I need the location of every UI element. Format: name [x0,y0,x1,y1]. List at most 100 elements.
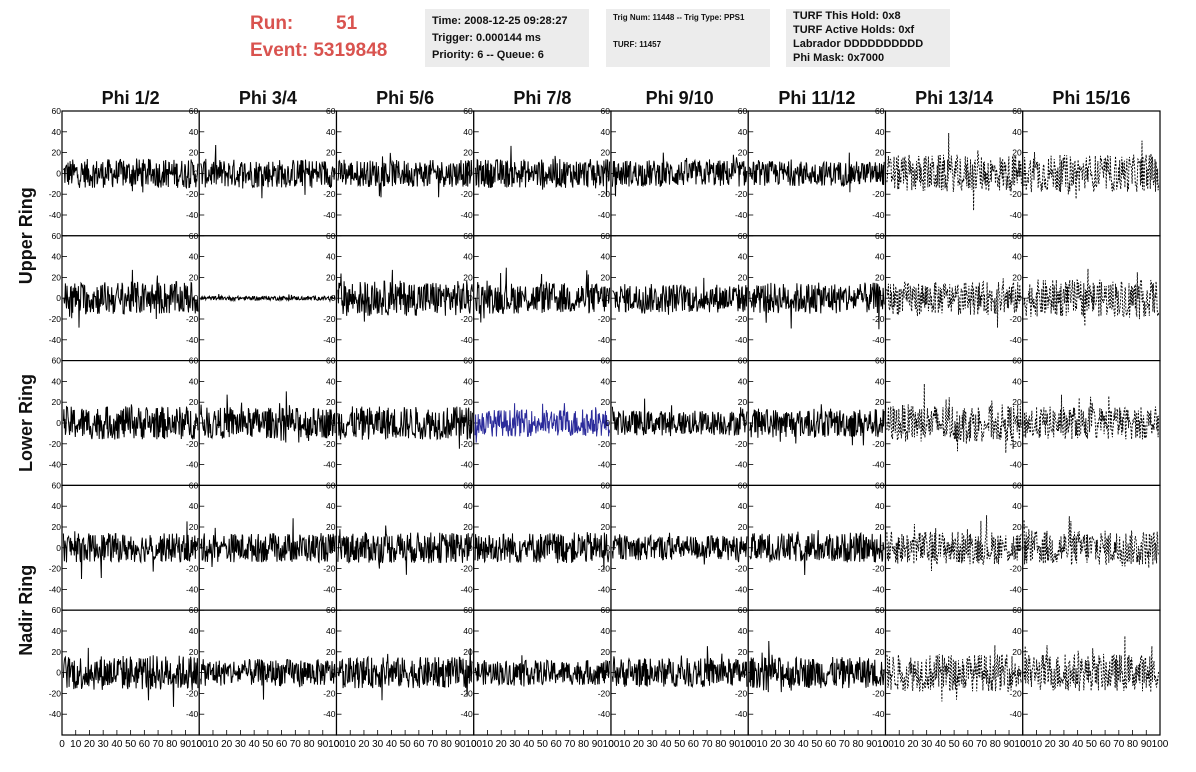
waveform-trace [749,404,885,446]
column-title: Phi 13/14 [915,88,993,108]
y-tick-label: 60 [875,356,885,366]
y-tick-label: 40 [52,501,62,511]
y-tick-label: 40 [875,501,885,511]
y-tick-label: 20 [601,522,611,532]
x-tick-label: 20 [496,739,508,750]
y-tick-label: -40 [49,460,62,470]
y-tick-label: 0 [194,543,199,553]
y-tick-label: -20 [1009,688,1022,698]
waveform-panel: -40 -20 0 20 40 60 [1009,231,1161,362]
y-tick-label: -40 [1009,584,1022,594]
y-tick-label: 0 [331,543,336,553]
y-tick-label: 60 [189,356,199,366]
x-tick-label: 10 [756,739,768,750]
y-tick-label: -40 [323,584,336,594]
y-tick-label: 60 [1012,356,1022,366]
trigger-info-box: Trig Num: 11448 -- Trig Type: PPS1 TURF:… [606,9,770,67]
x-tick-label: 50 [949,739,961,750]
x-tick-label: 90 [1003,739,1015,750]
waveform-panel: -40 -20 0 20 40 60 [598,480,749,611]
y-tick-label: 20 [738,522,748,532]
y-tick-label: 40 [189,127,199,137]
y-tick-label: 20 [738,272,748,282]
y-tick-label: 60 [189,605,199,615]
waveform-trace [1023,516,1160,568]
y-tick-label: -20 [1009,564,1022,574]
x-tick-label: 60 [276,739,288,750]
waveform-trace [611,646,748,689]
y-tick-label: 40 [875,626,885,636]
y-tick-label: 20 [601,272,611,282]
y-tick-label: 60 [52,231,62,241]
y-tick-label: 60 [875,605,885,615]
x-tick-label: 0 [196,739,202,750]
time-text: Time: 2008-12-25 09:28:27 [432,15,568,27]
x-tick-label: 50 [125,739,137,750]
y-tick-label: 20 [875,272,885,282]
y-tick-label: 20 [189,397,199,407]
x-tick-label: 80 [166,739,178,750]
x-tick-label: 60 [551,739,563,750]
y-tick-label: 60 [738,106,748,116]
y-tick-label: 40 [601,376,611,386]
y-tick-label: -40 [872,210,885,220]
x-tick-label: 40 [798,739,810,750]
y-tick-label: 40 [52,626,62,636]
y-tick-label: 0 [331,668,336,678]
y-tick-label: 20 [875,647,885,657]
panel-frame [1022,110,1161,237]
x-tick-label: 80 [1127,739,1139,750]
x-tick-label: 50 [537,739,549,750]
y-tick-label: -40 [735,709,748,719]
x-tick-label: 70 [427,739,439,750]
y-tick-label: 0 [56,418,61,428]
y-tick-label: -40 [323,210,336,220]
x-tick-label: 50 [1086,739,1098,750]
y-tick-label: 0 [1017,293,1022,303]
y-tick-label: 0 [194,668,199,678]
x-tick-label: 100 [465,739,482,750]
event-value: 5319848 [313,40,388,61]
y-tick-label: -40 [323,460,336,470]
y-tick-label: 0 [743,418,748,428]
y-tick-label: -40 [323,335,336,345]
y-tick-label: 0 [605,418,610,428]
y-tick-label: -40 [460,709,473,719]
y-tick-label: 60 [738,605,748,615]
y-tick-label: 0 [1017,543,1022,553]
waveform-panel: -40 -20 0 20 40 60 [1009,480,1161,611]
y-tick-label: -20 [49,439,62,449]
y-tick-label: -20 [49,189,62,199]
y-tick-label: 0 [56,168,61,178]
y-tick-label: 0 [605,543,610,553]
x-tick-label: 0 [1020,739,1026,750]
y-tick-label: 40 [326,626,336,636]
x-tick-label: 40 [386,739,398,750]
y-tick-label: -40 [735,584,748,594]
x-tick-label: 70 [153,739,165,750]
waveform-panel: -40 -20 0 20 40 60 [323,231,475,362]
y-tick-label: -20 [872,189,885,199]
y-tick-label: -20 [735,688,748,698]
event-row: Event: 5319848 [250,37,387,64]
waveform-trace [337,269,473,322]
waveform-panel: -40 -20 0 20 40 60 [735,480,887,611]
x-tick-label: 30 [235,739,247,750]
y-tick-label: 60 [601,356,611,366]
y-tick-label: -20 [460,688,473,698]
y-tick-label: -20 [323,439,336,449]
waveform-panel: -40 -20 0 20 40 60 [460,231,612,362]
y-tick-label: 40 [463,626,473,636]
y-tick-label: 0 [56,293,61,303]
y-tick-label: 0 [331,293,336,303]
y-tick-label: 0 [880,168,885,178]
y-tick-label: 60 [463,480,473,490]
y-tick-label: 40 [189,501,199,511]
panel-frame [884,609,1024,736]
y-tick-label: 0 [743,668,748,678]
y-tick-label: 0 [468,543,473,553]
y-tick-label: 60 [463,106,473,116]
y-tick-label: 40 [875,127,885,137]
